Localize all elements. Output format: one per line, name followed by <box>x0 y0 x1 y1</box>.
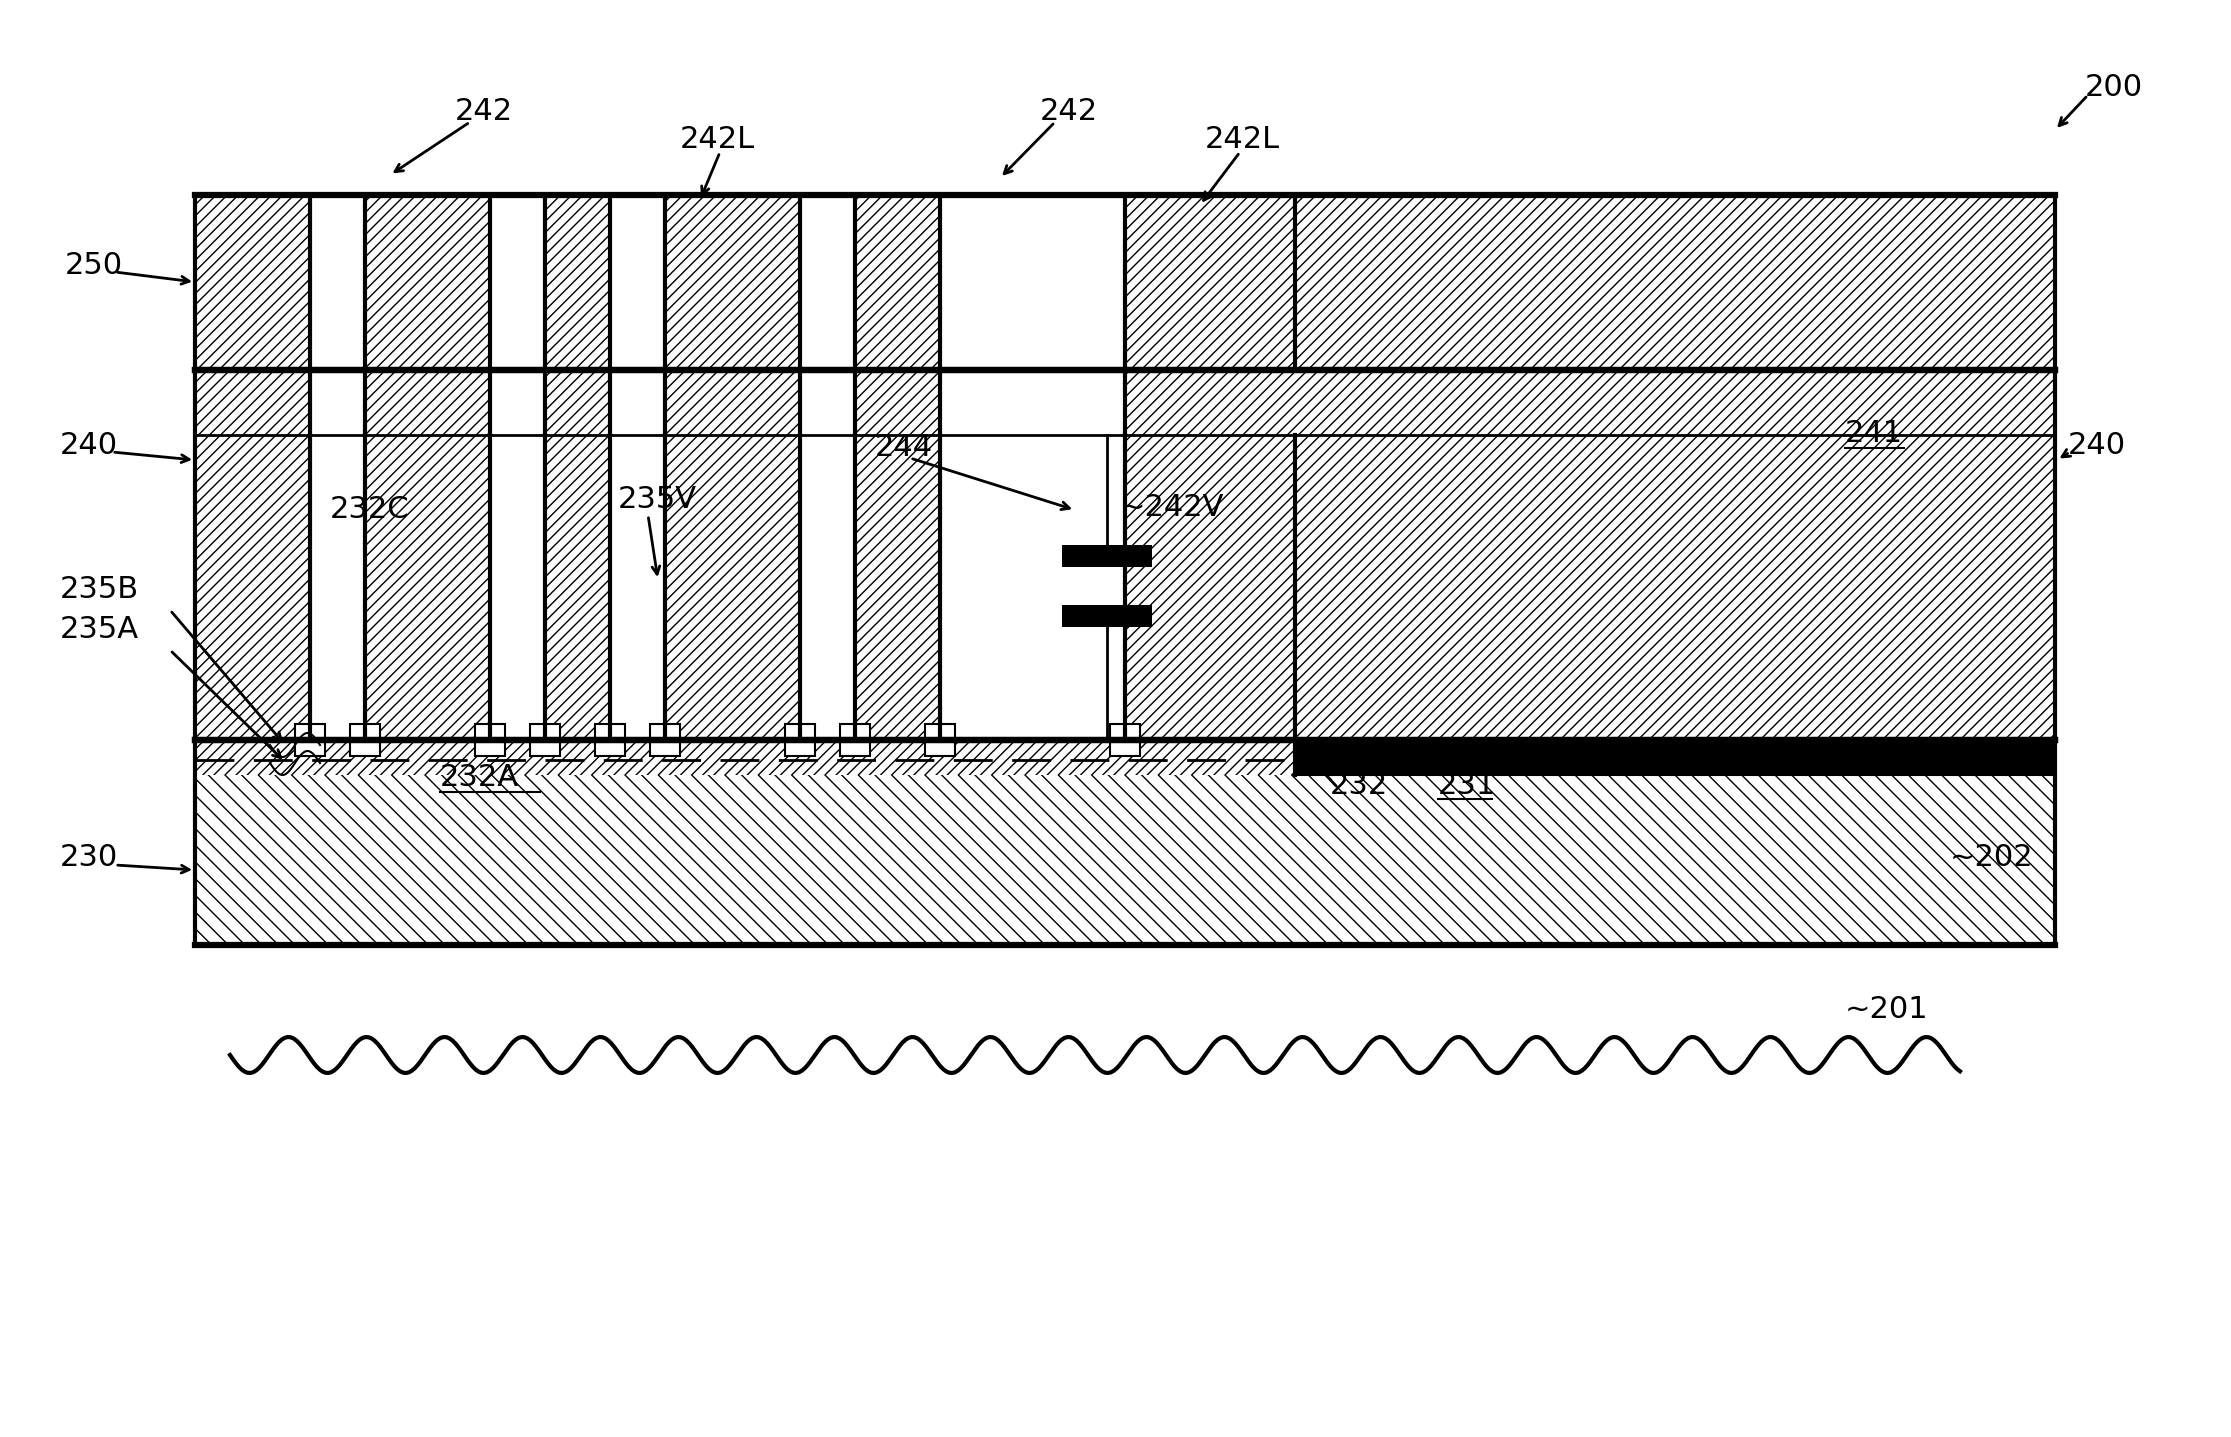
Bar <box>294 724 326 756</box>
Text: 232C: 232C <box>330 496 411 525</box>
Bar <box>366 435 491 740</box>
Bar <box>194 740 1294 775</box>
Bar <box>350 724 379 756</box>
Bar <box>1062 545 1151 568</box>
Text: 242L: 242L <box>680 125 754 155</box>
Bar <box>1111 724 1140 756</box>
Bar <box>596 724 625 756</box>
Bar <box>1124 435 1294 740</box>
Bar <box>310 195 544 369</box>
Text: 240: 240 <box>60 431 118 460</box>
Text: 231: 231 <box>1439 770 1497 799</box>
Text: 235V: 235V <box>618 486 696 514</box>
Bar <box>310 435 544 740</box>
Bar <box>1124 195 1294 369</box>
Bar <box>531 724 560 756</box>
Bar <box>194 740 2055 946</box>
Bar <box>310 369 366 435</box>
Bar <box>609 369 665 435</box>
Bar <box>1062 605 1151 627</box>
Bar <box>801 369 854 435</box>
Bar <box>785 724 814 756</box>
Text: 242: 242 <box>1040 98 1098 126</box>
Text: ~201: ~201 <box>1845 996 1928 1025</box>
Text: 230: 230 <box>60 844 118 872</box>
Bar <box>491 369 544 435</box>
Text: 250: 250 <box>65 250 123 280</box>
Text: 235A: 235A <box>60 615 138 645</box>
Text: 242L: 242L <box>1205 125 1281 155</box>
Text: 242: 242 <box>455 98 513 126</box>
Text: 244: 244 <box>875 434 933 463</box>
Text: ~202: ~202 <box>1950 844 2035 872</box>
Bar <box>649 724 680 756</box>
Text: 200: 200 <box>2086 73 2144 102</box>
Bar <box>609 195 854 369</box>
Bar <box>665 195 801 369</box>
Bar <box>665 435 801 740</box>
Bar <box>609 435 854 740</box>
Bar <box>939 435 1294 740</box>
Bar <box>939 195 1294 369</box>
Bar <box>926 724 955 756</box>
Text: 232A: 232A <box>440 763 520 792</box>
Text: ~242V: ~242V <box>1120 493 1225 523</box>
Text: 241: 241 <box>1845 418 1903 447</box>
Text: 240: 240 <box>2068 431 2126 460</box>
Bar <box>1294 740 2055 775</box>
Text: 235B: 235B <box>60 575 138 605</box>
Bar <box>366 195 491 369</box>
Bar <box>475 724 504 756</box>
Bar <box>939 369 1124 435</box>
Bar <box>194 369 2055 740</box>
Bar <box>194 740 1294 775</box>
Bar <box>194 195 2055 369</box>
Bar <box>841 724 870 756</box>
Text: 232: 232 <box>1330 770 1388 799</box>
